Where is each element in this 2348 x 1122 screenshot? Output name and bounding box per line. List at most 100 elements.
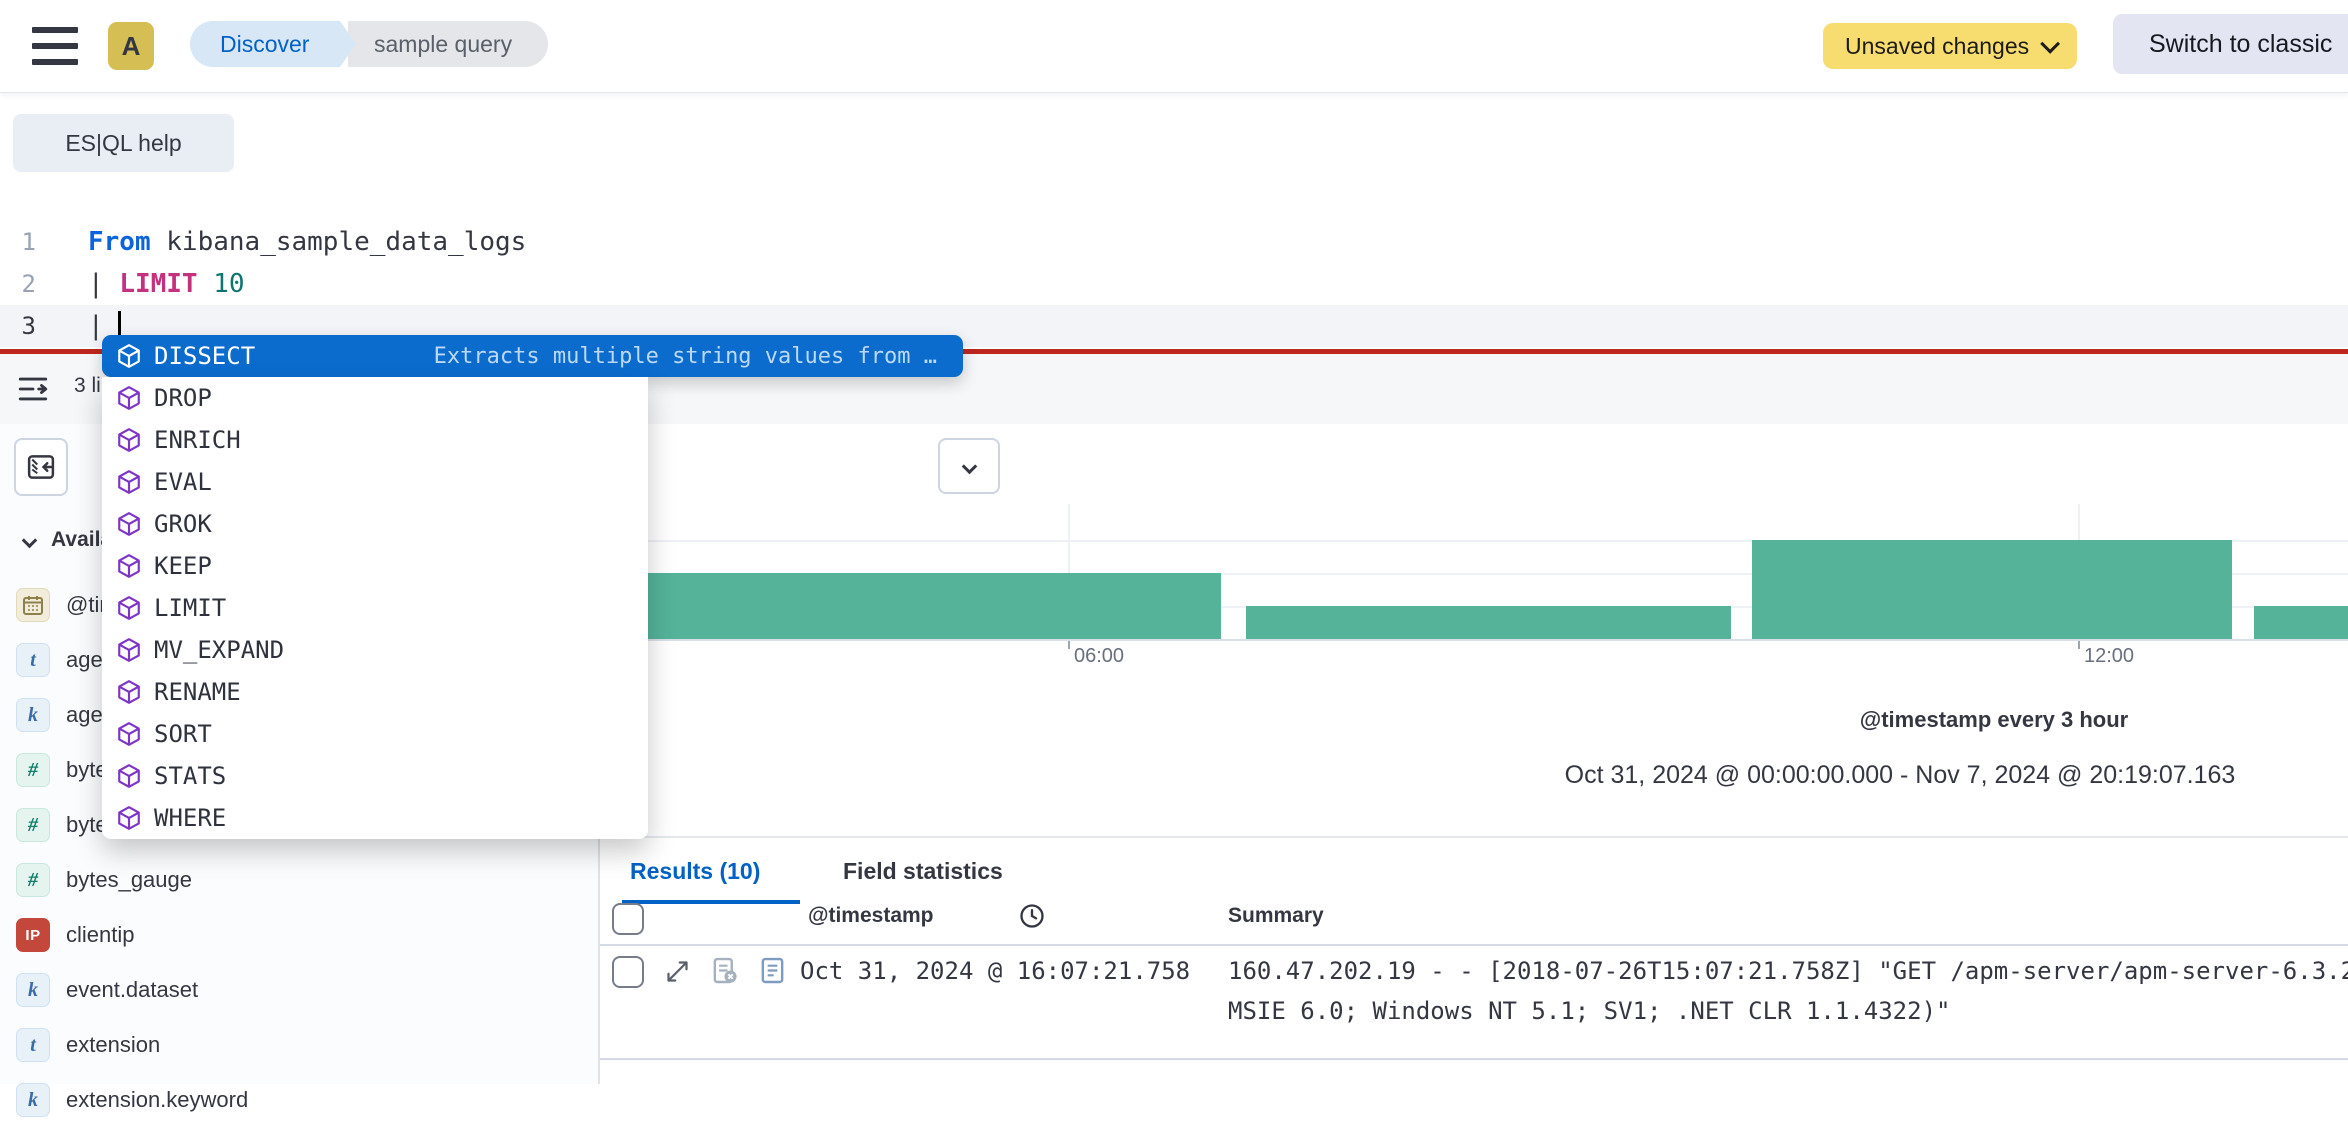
field-item-clientip[interactable]: IP clientip	[0, 913, 596, 957]
line-number: 2	[21, 270, 36, 298]
breadcrumb-discover[interactable]: Discover	[190, 21, 356, 67]
field-item-extension[interactable]: t extension	[0, 1023, 596, 1067]
autocomplete-item[interactable]: WHERE	[102, 797, 648, 839]
switch-to-classic-button[interactable]: Switch to classic	[2113, 14, 2348, 74]
tab-field-statistics[interactable]: Field statistics	[843, 858, 1003, 884]
field-item-extension-keyword[interactable]: k extension.keyword	[0, 1078, 596, 1122]
command-cube-icon	[118, 386, 140, 410]
timestamp-column-header[interactable]: @timestamp	[808, 904, 934, 927]
autocomplete-selected-description: Extracts multiple string values from …	[433, 343, 937, 369]
command-cube-icon	[118, 638, 140, 662]
histogram-bar	[1246, 606, 1731, 639]
autocomplete-item[interactable]: LIMIT	[102, 587, 648, 629]
command-cube-icon	[118, 470, 140, 494]
table-row: Oct 31, 2024 @ 16:07:21.758 160.47.202.1…	[600, 946, 2348, 1060]
clock-icon	[1020, 904, 1044, 928]
panel-collapse-icon	[27, 455, 55, 479]
autocomplete-item[interactable]: GROK	[102, 503, 648, 545]
autocomplete-item[interactable]: EVAL	[102, 461, 648, 503]
autocomplete-item[interactable]: MV_EXPAND	[102, 629, 648, 671]
autocomplete-list: DROP ENRICH EVAL GROK KEEP LIMIT MV_EXPAND RENA…	[102, 377, 648, 839]
chart-gridline	[600, 540, 2348, 542]
unsaved-changes-label: Unsaved changes	[1845, 32, 2030, 59]
chart-time-range: Oct 31, 2024 @ 00:00:00.000 - Nov 7, 202…	[1564, 761, 2236, 789]
chart-options-button[interactable]	[938, 438, 1000, 494]
esql-query-editor[interactable]: 1 From kibana_sample_data_logs 2 | LIMIT 10…	[0, 218, 2348, 349]
field-item-bytes[interactable]: # bytes	[0, 748, 596, 792]
number-field-icon: #	[16, 808, 50, 842]
chart-gridline	[600, 573, 2348, 575]
command-cube-icon	[118, 764, 140, 788]
chart-gridline	[1068, 504, 1070, 639]
breadcrumb-current-label: sample query	[374, 30, 513, 57]
unsaved-changes-button[interactable]: Unsaved changes	[1823, 23, 2078, 69]
autocomplete-item[interactable]: RENAME	[102, 671, 648, 713]
autocomplete-item-label: GROK	[154, 510, 212, 538]
degraded-doc-icon[interactable]	[710, 956, 739, 985]
command-cube-icon	[118, 344, 140, 368]
field-label: clientip	[66, 922, 135, 947]
chart-title: @timestamp every 3 hour	[1859, 707, 2129, 732]
number-field-icon: #	[16, 863, 50, 897]
histogram-chart: 06:00 12:00 @timestamp every 3 hour Oct 3…	[600, 424, 2348, 838]
line-number: 3	[21, 312, 36, 340]
row-checkbox[interactable]	[612, 956, 644, 988]
code-line[interactable]: 1 From kibana_sample_data_logs	[0, 221, 2348, 263]
autocomplete-item[interactable]: KEEP	[102, 545, 648, 587]
autocomplete-item-label: RENAME	[154, 678, 241, 706]
command-cube-icon	[118, 428, 140, 452]
histogram-bar	[1752, 540, 2232, 639]
results-tab-bar: Results (10) Field statistics	[600, 838, 2348, 904]
top-header-bar: A Discover sample query Unsaved changes …	[0, 0, 2348, 93]
field-label: bytes_gauge	[66, 867, 192, 892]
summary-cell-line1: 160.47.202.19 - - [2018-07-26T15:07:21.7…	[1228, 957, 2348, 985]
ip-field-icon: IP	[16, 918, 50, 952]
axis-tick-label: 12:00	[2084, 645, 2135, 667]
expand-row-icon[interactable]	[664, 958, 691, 985]
summary-column-header[interactable]: Summary	[1228, 904, 1324, 927]
command-cube-icon	[118, 806, 140, 830]
keyword-field-icon: k	[16, 698, 50, 732]
autocomplete-item[interactable]: SORT	[102, 713, 648, 755]
timestamp-cell: Oct 31, 2024 @ 16:07:21.758	[800, 957, 1191, 985]
chevron-down-icon	[961, 458, 977, 474]
active-tab-underline	[622, 900, 800, 904]
autocomplete-item-label: LIMIT	[154, 594, 227, 622]
main-panel: 06:00 12:00 @timestamp every 3 hour Oct 3…	[600, 424, 2348, 1084]
x-axis-line	[600, 639, 2348, 641]
command-cube-icon	[118, 722, 140, 746]
histogram-bar	[620, 573, 1221, 639]
esql-help-button[interactable]: ES|QL help	[13, 114, 234, 172]
text-cursor	[118, 311, 121, 348]
command-cube-icon	[118, 680, 140, 704]
collapse-sidebar-button[interactable]	[14, 438, 68, 496]
autocomplete-item[interactable]: ENRICH	[102, 419, 648, 461]
select-all-checkbox[interactable]	[612, 903, 644, 935]
results-table-header: @timestamp Summary	[600, 900, 2348, 946]
autocomplete-item[interactable]: STATS	[102, 755, 648, 797]
autocomplete-item[interactable]: DROP	[102, 377, 648, 419]
autocomplete-item-label: WHERE	[154, 804, 227, 832]
autocomplete-item-label: KEEP	[154, 552, 212, 580]
switch-to-classic-label: Switch to classic	[2149, 29, 2333, 58]
code-line[interactable]: 2 | LIMIT 10	[0, 263, 2348, 305]
histogram-bar	[2254, 606, 2348, 639]
tab-results[interactable]: Results (10)	[630, 858, 761, 884]
breadcrumb-discover-label: Discover	[220, 30, 310, 57]
prettify-query-icon[interactable]	[16, 372, 50, 406]
autocomplete-item-selected[interactable]: DISSECT Extracts multiple string values …	[102, 335, 963, 377]
chevron-down-icon	[21, 532, 38, 548]
field-item-bytes-gauge[interactable]: # bytes_gauge	[0, 858, 596, 902]
autocomplete-item-label: SORT	[154, 720, 212, 748]
line-number: 1	[21, 228, 36, 256]
chevron-down-icon	[2040, 33, 2061, 54]
space-avatar[interactable]: A	[108, 22, 154, 70]
autocomplete-selected-label: DISSECT	[154, 342, 256, 370]
field-item-event-dataset[interactable]: k event.dataset	[0, 968, 596, 1012]
autocomplete-item-label: MV_EXPAND	[154, 636, 285, 664]
command-cube-icon	[118, 512, 140, 536]
doc-viewer-icon[interactable]	[758, 956, 787, 985]
field-label: extension	[66, 1032, 161, 1057]
menu-icon[interactable]	[32, 27, 78, 65]
editor-error-border	[0, 349, 2348, 354]
